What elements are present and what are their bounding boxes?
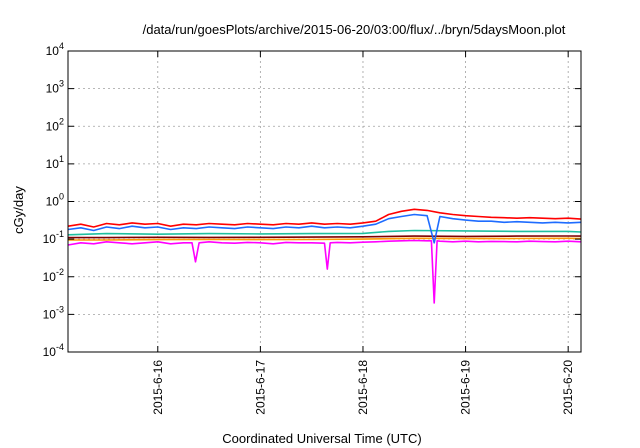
y-tick-labels: 10-4 10-3 10-2 10-1 100 101 102 103 104 <box>43 41 64 359</box>
y-axis-label: cGy/day <box>11 186 26 234</box>
series-line-1 <box>67 239 582 304</box>
y-tick-label: 10-4 <box>43 342 64 359</box>
x-axis-label: Coordinated Universal Time (UTC) <box>222 431 421 446</box>
grid <box>68 51 581 352</box>
x-tick-labels: 2015-6-16 2015-6-17 2015-6-18 2015-6-19 2015… <box>151 360 575 415</box>
series-line-2 <box>68 237 582 241</box>
x-tick-label: 2015-6-18 <box>356 360 370 415</box>
x-tick-label: 2015-6-20 <box>561 360 575 415</box>
y-tick-label: 102 <box>46 116 64 133</box>
y-tick-label: 10-3 <box>43 304 64 321</box>
x-tick-label: 2015-6-17 <box>253 360 267 415</box>
x-tick-label: 2015-6-16 <box>151 360 165 415</box>
series-line-4 <box>67 229 582 236</box>
y-tick-label: 104 <box>46 41 64 58</box>
series-line-3 <box>68 235 582 239</box>
y-tick-label: 101 <box>46 154 64 171</box>
series-lines <box>67 208 582 304</box>
series-line-6 <box>67 208 582 228</box>
y-tick-label: 103 <box>46 79 64 96</box>
x-tick-label: 2015-6-19 <box>459 360 473 415</box>
chart-title: /data/run/goesPlots/archive/2015-06-20/0… <box>143 22 566 37</box>
axis-ticks <box>68 50 581 353</box>
y-tick-label: 10-2 <box>43 267 64 284</box>
y-tick-label: 100 <box>46 192 64 209</box>
series-line-5 <box>67 213 582 244</box>
y-tick-label: 10-1 <box>43 229 64 246</box>
